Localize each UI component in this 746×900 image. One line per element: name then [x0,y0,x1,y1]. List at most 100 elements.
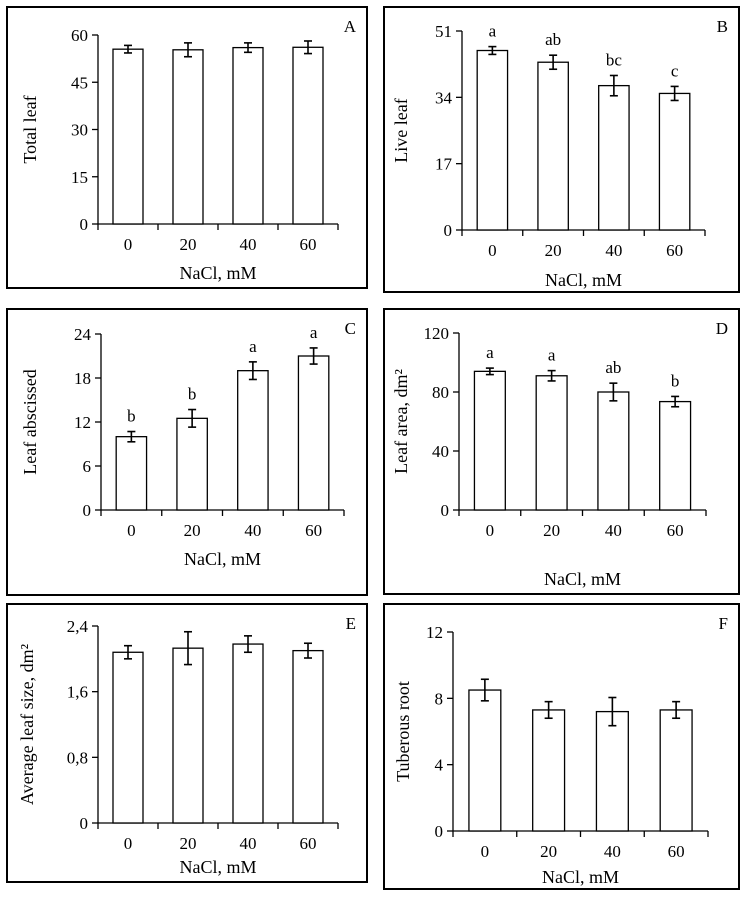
bar [292,46,324,225]
y-tick-label: 45 [71,73,88,92]
y-tick-label: 40 [432,442,449,461]
bar [532,709,566,832]
x-tick-label: 0 [127,521,136,540]
x-tick-label: 60 [668,842,685,861]
y-tick-label: 0 [80,814,89,833]
significance-letter: a [486,343,494,362]
y-tick-label: 34 [435,88,453,107]
y-tick-label: 80 [432,383,449,402]
bar-chart: 0 0,8 1,6 2,4 0 20 40 60 NaCl, mM Average leaf si… [17,614,356,877]
x-axis-label: NaCl, mM [542,867,619,887]
bar [115,436,148,511]
y-axis-label: Leaf area, dm² [391,369,411,474]
significance-letter: b [127,407,136,426]
panel-letter: A [344,17,357,36]
y-tick-label: 0 [80,215,89,234]
y-tick-label: 0 [83,501,92,520]
y-tick-label: 0 [435,822,444,841]
y-tick-label: 51 [435,22,452,41]
y-tick-label: 15 [71,168,88,187]
x-tick-label: 60 [667,521,684,540]
x-tick-label: 40 [240,235,257,254]
x-tick-label: 40 [240,834,257,853]
bar [595,710,629,832]
x-tick-label: 40 [604,842,621,861]
panel-letter: D [716,319,728,338]
x-tick-label: 60 [666,241,683,260]
bar [597,391,630,511]
bar-chart: 0 6 12 18 24 0 b 20 b 40 a 60 a NaCl, mM Leaf abscisse… [20,319,356,569]
x-tick-label: 20 [540,842,557,861]
bar [172,49,204,225]
x-tick-label: 40 [605,241,622,260]
bar [292,649,324,824]
bar [476,49,509,231]
y-tick-label: 120 [424,324,450,343]
y-axis-label: Average leaf size, dm² [17,644,37,805]
chart-panel-c: 0 6 12 18 24 0 b 20 b 40 a 60 a NaCl, mM Leaf abscisse… [6,308,368,596]
y-tick-label: 30 [71,121,88,140]
significance-letter: b [188,385,197,404]
y-tick-label: 8 [435,689,444,708]
y-tick-label: 2,4 [67,617,89,636]
bar [659,400,692,511]
x-tick-label: 0 [481,842,490,861]
significance-letter: ab [605,358,621,377]
panel-letter: F [719,614,728,633]
chart-panel-f: 0 4 8 12 0 20 40 60 NaCl, mM Tuberous root F [383,603,740,890]
y-tick-label: 18 [74,369,91,388]
x-tick-label: 60 [305,521,322,540]
bar [237,370,269,511]
bar [232,46,264,225]
x-tick-label: 20 [180,834,197,853]
x-tick-label: 60 [300,235,317,254]
x-tick-label: 20 [184,521,201,540]
x-axis-label: NaCl, mM [184,549,261,569]
bar [659,709,693,832]
panel-letter: B [717,17,728,36]
panel-letter: E [346,614,356,633]
y-tick-label: 0 [441,501,450,520]
bar [468,689,502,832]
x-tick-label: 0 [124,834,133,853]
bar [297,355,330,511]
x-tick-label: 60 [300,834,317,853]
y-tick-label: 6 [83,457,92,476]
x-tick-label: 40 [244,521,261,540]
x-tick-label: 20 [543,521,560,540]
y-axis-label: Total leaf [20,95,40,163]
bar-chart: 0 15 30 45 60 0 20 40 60 NaCl, mM Total leaf A [20,17,357,283]
bar [176,417,208,511]
significance-letter: a [310,323,318,342]
y-tick-label: 12 [74,413,91,432]
y-axis-label: Leaf abscissed [20,369,40,474]
x-axis-label: NaCl, mM [544,569,621,589]
significance-letter: c [671,61,679,80]
x-tick-label: 0 [124,235,133,254]
x-axis-label: NaCl, mM [179,263,256,283]
bar [112,651,144,824]
y-tick-label: 60 [71,26,88,45]
chart-panel-d: 0 40 80 120 0 a 20 a 40 ab 60 b NaCl, mM Leaf area, d… [383,308,740,595]
bar [658,92,691,231]
panel-letter: C [345,319,356,338]
significance-letter: a [249,337,257,356]
x-tick-label: 20 [545,241,562,260]
chart-panel-a: 0 15 30 45 60 0 20 40 60 NaCl, mM Total leaf A [6,6,368,289]
x-tick-label: 40 [605,521,622,540]
bar [537,61,569,231]
y-tick-label: 0 [444,221,453,240]
y-tick-label: 1,6 [67,683,88,702]
bar-chart: 0 40 80 120 0 a 20 a 40 ab 60 b NaCl, mM Leaf area, d… [391,319,728,589]
significance-letter: ab [545,30,561,49]
x-tick-label: 0 [488,241,497,260]
y-tick-label: 24 [74,325,92,344]
y-tick-label: 17 [435,155,453,174]
chart-panel-b: 0 17 34 51 0 a 20 ab 40 bc 60 c NaCl, mM Live leaf B [383,6,740,293]
y-axis-label: Live leaf [391,98,411,162]
y-tick-label: 0,8 [67,748,88,767]
x-tick-label: 20 [180,235,197,254]
bar-chart: 0 17 34 51 0 a 20 ab 40 bc 60 c NaCl, mM Live leaf B [391,17,728,290]
bar [112,48,144,225]
bar [473,370,506,511]
